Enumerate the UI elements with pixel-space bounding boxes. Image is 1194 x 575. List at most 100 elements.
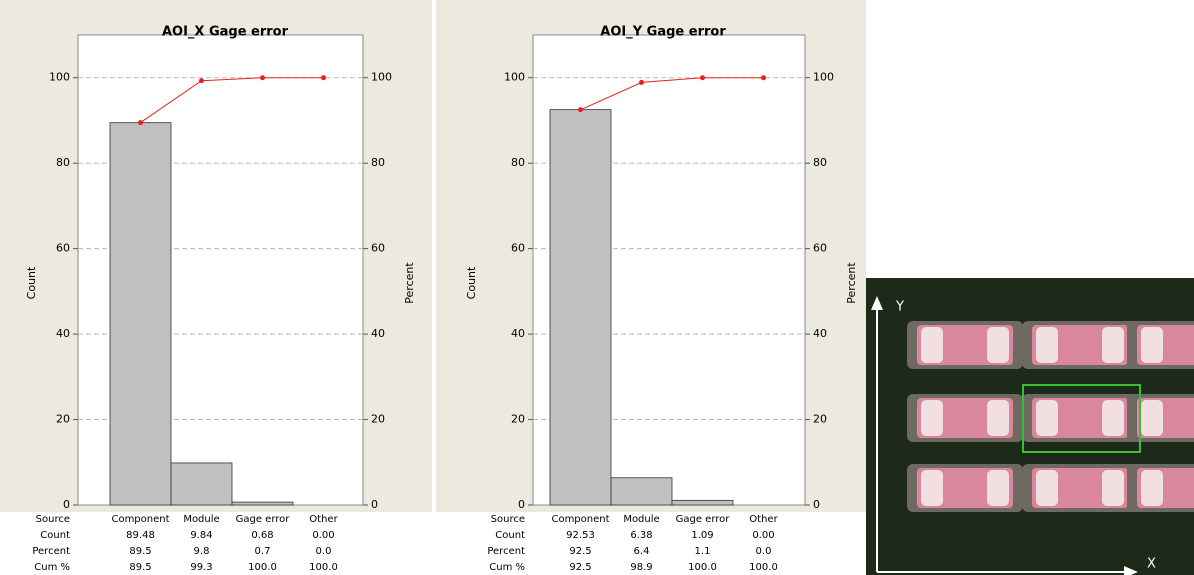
axis-letter: X	[1147, 557, 1156, 572]
cumulative-point	[578, 107, 583, 112]
y-tick-label: 80	[511, 156, 525, 169]
cumulative-point	[321, 75, 326, 80]
cumulative-point	[199, 78, 204, 83]
terminal	[1102, 327, 1124, 363]
row-header: Source	[491, 514, 525, 525]
pcb-photo: Y X	[866, 278, 1194, 575]
terminal	[987, 470, 1009, 506]
table-value: 92.53	[566, 530, 595, 541]
table-value: 89.5	[129, 562, 151, 573]
cumulative-point	[639, 80, 644, 85]
y2-tick-label: 100	[813, 71, 834, 84]
chart-title: AOI_X Gage error	[162, 25, 289, 40]
terminal	[921, 470, 943, 506]
y2-tick-label: 20	[371, 413, 385, 426]
axis-title: Percent	[845, 262, 858, 304]
terminal	[1141, 470, 1163, 506]
terminal	[1141, 327, 1163, 363]
table-value: 9.8	[194, 546, 210, 557]
y-tick-label: 60	[511, 242, 525, 255]
table-value: 1.09	[691, 530, 713, 541]
terminal	[1036, 400, 1058, 436]
page: Y X AOI_X Gage error Count Percent 0 20 40 60 8…	[0, 0, 1194, 575]
terminal	[1102, 400, 1124, 436]
table-value: 98.9	[630, 562, 652, 573]
row-header: Source	[36, 514, 70, 525]
y2-tick-label: 100	[371, 71, 392, 84]
y-tick-label: 20	[56, 413, 70, 426]
table-value: 0.7	[255, 546, 271, 557]
table-value: 99.3	[190, 562, 212, 573]
table-value: 100.0	[749, 562, 778, 573]
y2-tick-label: 40	[813, 327, 827, 340]
axis-title: Percent	[403, 262, 416, 304]
axis-letter: Y	[895, 300, 904, 315]
bar	[110, 123, 171, 505]
y2-tick-label: 20	[813, 413, 827, 426]
bar	[611, 478, 672, 505]
terminal	[1141, 400, 1163, 436]
axis-title: Count	[25, 266, 38, 299]
category-label: Other	[309, 514, 338, 525]
table-value: 9.84	[190, 530, 212, 541]
y-tick-label: 100	[504, 71, 525, 84]
table-value: 0.00	[312, 530, 334, 541]
terminal	[1036, 470, 1058, 506]
y-tick-label: 0	[518, 498, 525, 511]
table-value: 0.68	[251, 530, 273, 541]
y-tick-label: 0	[63, 498, 70, 511]
y2-tick-label: 0	[813, 498, 820, 511]
cumulative-point	[761, 75, 766, 80]
y-tick-label: 80	[56, 156, 70, 169]
row-header: Cum %	[489, 562, 525, 573]
components	[907, 321, 1194, 512]
y2-tick-label: 80	[813, 156, 827, 169]
y2-tick-label: 60	[813, 242, 827, 255]
category-label: Module	[183, 514, 219, 525]
y2-tick-label: 0	[371, 498, 378, 511]
y-tick-label: 40	[56, 327, 70, 340]
cumulative-point	[138, 120, 143, 125]
cumulative-point	[700, 75, 705, 80]
table-value: 0.00	[752, 530, 774, 541]
table-value: 6.4	[634, 546, 650, 557]
y-tick-label: 60	[56, 242, 70, 255]
row-header: Percent	[32, 546, 70, 557]
terminal	[1102, 470, 1124, 506]
category-label: Gage error	[676, 514, 731, 525]
table-value: 92.5	[569, 562, 591, 573]
category-label: Component	[551, 514, 609, 525]
table-value: 100.0	[309, 562, 338, 573]
terminal	[987, 400, 1009, 436]
table-value: 92.5	[569, 546, 591, 557]
table-value: 100.0	[688, 562, 717, 573]
y2-tick-label: 80	[371, 156, 385, 169]
row-header: Percent	[487, 546, 525, 557]
row-header: Count	[40, 530, 70, 541]
table-value: 1.1	[695, 546, 711, 557]
bar	[672, 500, 733, 505]
cumulative-point	[260, 75, 265, 80]
terminal	[921, 400, 943, 436]
row-header: Cum %	[34, 562, 70, 573]
table-value: 6.38	[630, 530, 652, 541]
row-header: Count	[495, 530, 525, 541]
y-tick-label: 20	[511, 413, 525, 426]
y-tick-label: 40	[511, 327, 525, 340]
y2-tick-label: 60	[371, 242, 385, 255]
category-label: Other	[749, 514, 778, 525]
bar	[171, 463, 232, 505]
terminal	[1036, 327, 1058, 363]
table-value: 0.0	[316, 546, 332, 557]
bar	[550, 110, 611, 505]
chart-title: AOI_Y Gage error	[600, 25, 726, 40]
axis-title: Count	[465, 266, 478, 299]
y-tick-label: 100	[49, 71, 70, 84]
terminal	[921, 327, 943, 363]
table-value: 89.48	[126, 530, 155, 541]
category-label: Component	[111, 514, 169, 525]
table-value: 0.0	[756, 546, 772, 557]
table-value: 89.5	[129, 546, 151, 557]
y2-tick-label: 40	[371, 327, 385, 340]
category-label: Module	[623, 514, 659, 525]
